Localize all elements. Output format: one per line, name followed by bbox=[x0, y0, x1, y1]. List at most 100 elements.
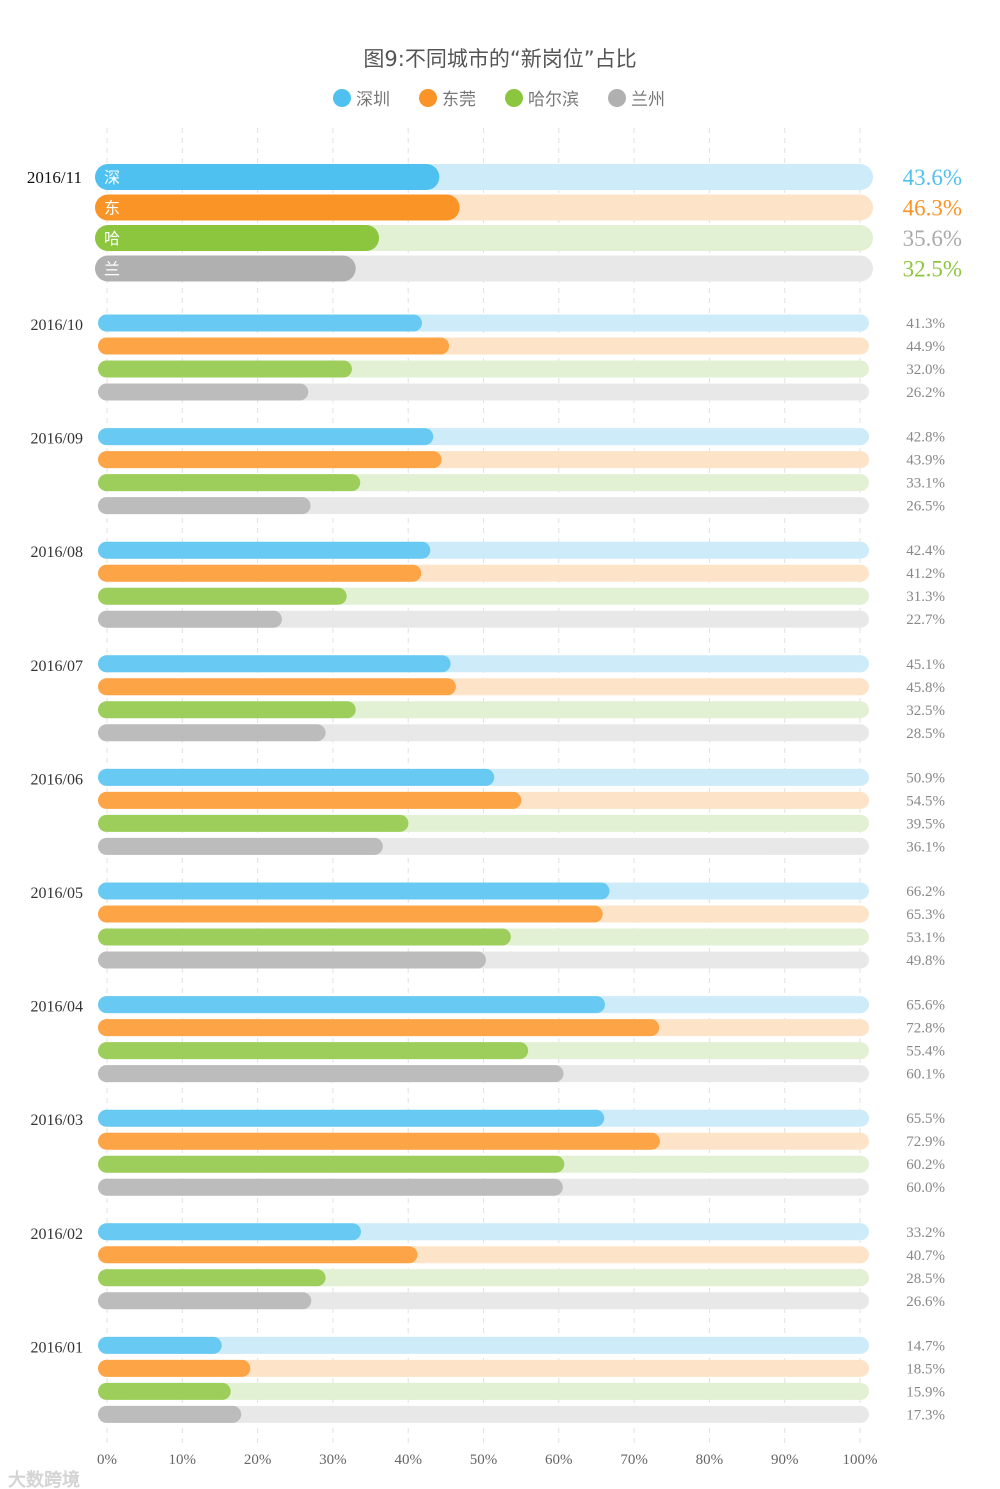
bar bbox=[98, 701, 356, 719]
bar bbox=[95, 255, 356, 282]
bar bbox=[98, 1405, 242, 1423]
category-label: 2016/04 bbox=[31, 999, 83, 1016]
bar bbox=[98, 837, 383, 855]
x-tick-label: 50% bbox=[470, 1452, 498, 1468]
legend: 深圳 东莞 哈尔滨 兰州 bbox=[333, 89, 665, 110]
data-label: 72.8% bbox=[906, 1021, 945, 1037]
x-axis-ticks: 0% 10% 20% 30% 40% 50% 60% 70% 80% 90% 100% bbox=[97, 1452, 878, 1468]
bar bbox=[98, 928, 511, 946]
bar-track bbox=[98, 1405, 869, 1423]
data-label: 42.8% bbox=[906, 430, 945, 446]
data-label: 43.6% bbox=[903, 165, 962, 190]
data-label: 28.5% bbox=[906, 726, 945, 742]
data-label: 36.1% bbox=[906, 839, 945, 855]
bar bbox=[98, 996, 605, 1014]
data-label: 50.9% bbox=[906, 770, 945, 786]
data-label: 40.7% bbox=[906, 1248, 945, 1264]
bar bbox=[98, 1382, 231, 1400]
bar bbox=[98, 541, 431, 559]
bar bbox=[98, 360, 352, 378]
bar bbox=[98, 814, 409, 832]
data-label: 31.3% bbox=[906, 589, 945, 605]
category-label: 2016/07 bbox=[31, 658, 83, 675]
bar bbox=[98, 451, 442, 469]
data-label: 60.2% bbox=[906, 1157, 945, 1173]
bar bbox=[98, 1178, 563, 1196]
bar bbox=[98, 905, 603, 923]
bars: 2016/11 深 43.6% 东 46.3% 哈 35.6% 兰 32.5% 2016/10 41… bbox=[27, 164, 962, 1423]
bar bbox=[98, 1292, 312, 1310]
legend-label: 深圳 bbox=[356, 90, 390, 110]
bar bbox=[98, 1042, 529, 1060]
bar bbox=[98, 882, 610, 900]
bar bbox=[98, 497, 311, 515]
bar bbox=[98, 1336, 222, 1354]
legend-marker bbox=[608, 89, 626, 107]
data-label: 15.9% bbox=[906, 1384, 945, 1400]
data-label: 65.3% bbox=[906, 907, 945, 923]
bar bbox=[98, 655, 451, 673]
x-tick-label: 30% bbox=[319, 1452, 347, 1468]
bar bbox=[98, 587, 347, 605]
data-label: 49.8% bbox=[906, 953, 945, 969]
legend-marker bbox=[419, 89, 437, 107]
watermark: 大数跨境 bbox=[8, 1469, 80, 1489]
bar bbox=[98, 337, 450, 355]
legend-label: 兰州 bbox=[631, 90, 665, 110]
bar bbox=[98, 1132, 660, 1150]
data-label: 26.2% bbox=[906, 385, 945, 401]
bar bbox=[98, 314, 422, 332]
bar bbox=[98, 768, 495, 786]
category-label: 2016/06 bbox=[31, 771, 83, 788]
category-label: 2016/03 bbox=[31, 1112, 83, 1129]
data-label: 53.1% bbox=[906, 930, 945, 946]
bar bbox=[98, 428, 434, 446]
data-label: 41.3% bbox=[906, 316, 945, 332]
data-label: 66.2% bbox=[906, 884, 945, 900]
category-label: 2016/11 bbox=[27, 168, 82, 187]
x-tick-label: 60% bbox=[545, 1452, 573, 1468]
category-label: 2016/01 bbox=[31, 1339, 83, 1356]
category-label: 2016/09 bbox=[31, 431, 83, 448]
chart-title: 图9:不同城市的“新岗位”占比 bbox=[363, 47, 636, 71]
bar-city-label: 兰 bbox=[104, 260, 120, 279]
bar-city-label: 哈 bbox=[104, 229, 120, 248]
bar-city-label: 东 bbox=[104, 199, 120, 218]
bar bbox=[98, 791, 522, 809]
data-label: 32.5% bbox=[903, 257, 962, 282]
data-label: 54.5% bbox=[906, 793, 945, 809]
data-label: 41.2% bbox=[906, 566, 945, 582]
data-label: 42.4% bbox=[906, 543, 945, 559]
x-tick-label: 10% bbox=[169, 1452, 197, 1468]
bar-track bbox=[98, 1382, 869, 1400]
data-label: 65.5% bbox=[906, 1111, 945, 1127]
data-label: 55.4% bbox=[906, 1044, 945, 1060]
bar bbox=[98, 383, 309, 401]
x-tick-label: 70% bbox=[620, 1452, 648, 1468]
data-label: 17.3% bbox=[906, 1407, 945, 1423]
data-label: 33.1% bbox=[906, 476, 945, 492]
x-tick-label: 100% bbox=[843, 1452, 878, 1468]
bar bbox=[98, 951, 486, 969]
legend-marker bbox=[333, 89, 351, 107]
data-label: 18.5% bbox=[906, 1361, 945, 1377]
bar-track bbox=[98, 1336, 869, 1354]
data-label: 22.7% bbox=[906, 612, 945, 628]
data-label: 43.9% bbox=[906, 453, 945, 469]
legend-label: 哈尔滨 bbox=[528, 90, 579, 110]
data-label: 65.6% bbox=[906, 998, 945, 1014]
data-label: 60.0% bbox=[906, 1180, 945, 1196]
data-label: 44.9% bbox=[906, 339, 945, 355]
bar bbox=[98, 474, 361, 492]
data-label: 35.6% bbox=[903, 226, 962, 251]
x-tick-label: 80% bbox=[696, 1452, 724, 1468]
x-tick-label: 90% bbox=[771, 1452, 799, 1468]
data-label: 39.5% bbox=[906, 816, 945, 832]
bar bbox=[98, 724, 326, 742]
category-label: 2016/08 bbox=[31, 544, 83, 561]
data-label: 26.5% bbox=[906, 499, 945, 515]
category-label: 2016/02 bbox=[31, 1226, 83, 1243]
bar bbox=[98, 1359, 251, 1377]
legend-label: 东莞 bbox=[442, 90, 476, 110]
